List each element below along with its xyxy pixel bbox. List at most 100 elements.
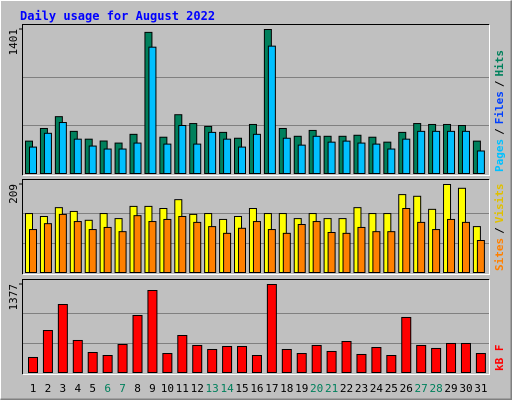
panel-bevel-dark bbox=[22, 179, 490, 275]
bar bbox=[297, 144, 306, 175]
bar bbox=[251, 355, 262, 374]
bar bbox=[162, 353, 173, 374]
bar bbox=[103, 148, 112, 175]
panel-bevel-dark bbox=[22, 279, 490, 375]
bar bbox=[432, 229, 441, 273]
legend-entry: Visits bbox=[493, 184, 506, 224]
bar bbox=[207, 348, 218, 374]
bar bbox=[432, 130, 441, 174]
bar bbox=[296, 353, 307, 374]
bar bbox=[266, 284, 277, 373]
bar bbox=[178, 216, 187, 273]
x-tick-label: 7 bbox=[119, 382, 126, 395]
x-tick-label: 11 bbox=[176, 382, 189, 395]
x-tick-label: 27 bbox=[415, 382, 428, 395]
x-tick-label: 5 bbox=[89, 382, 96, 395]
bar bbox=[43, 132, 52, 175]
bar bbox=[356, 353, 367, 373]
bar bbox=[311, 344, 322, 373]
x-tick-label: 30 bbox=[459, 382, 472, 395]
legend-separator: / bbox=[493, 80, 506, 87]
bar bbox=[312, 221, 321, 273]
bar bbox=[133, 142, 142, 175]
bar bbox=[87, 351, 98, 374]
panel-bevel-light bbox=[22, 24, 490, 176]
bar bbox=[223, 138, 232, 175]
bar bbox=[267, 45, 276, 174]
legend-entry: Pages bbox=[493, 139, 506, 172]
bar bbox=[401, 316, 412, 374]
bar bbox=[252, 221, 261, 273]
bar bbox=[177, 334, 188, 374]
bar bbox=[342, 140, 351, 174]
bar bbox=[163, 218, 172, 274]
bar bbox=[29, 229, 37, 273]
legend: Pages / Files / Hits bbox=[493, 50, 506, 172]
x-tick-label: 23 bbox=[355, 382, 368, 395]
x-tick-label: 21 bbox=[325, 382, 338, 395]
bar bbox=[118, 148, 127, 175]
bar bbox=[461, 130, 470, 174]
bar bbox=[118, 231, 127, 274]
panel-bevel-light bbox=[22, 179, 490, 275]
legend-entry: Sites bbox=[493, 238, 506, 271]
x-tick-label: 9 bbox=[149, 382, 156, 395]
bar bbox=[461, 221, 470, 273]
bar bbox=[447, 218, 456, 274]
bar bbox=[402, 138, 411, 175]
x-tick-label: 17 bbox=[265, 382, 278, 395]
bar bbox=[163, 143, 172, 174]
bar bbox=[88, 145, 97, 175]
bar bbox=[57, 304, 68, 373]
bar bbox=[252, 133, 261, 174]
bar bbox=[42, 330, 53, 373]
bar bbox=[222, 345, 233, 374]
legend: kB F bbox=[493, 345, 506, 372]
bar bbox=[103, 226, 112, 274]
bar bbox=[238, 146, 247, 174]
legend-separator: / bbox=[493, 128, 506, 135]
bar bbox=[387, 231, 396, 274]
bar bbox=[58, 122, 67, 174]
x-tick-label: 29 bbox=[444, 382, 457, 395]
bar bbox=[178, 125, 187, 174]
x-tick-label: 31 bbox=[474, 382, 487, 395]
bar bbox=[132, 314, 143, 373]
bar bbox=[476, 150, 485, 174]
x-tick-label: 14 bbox=[220, 382, 234, 395]
x-tick-label: 12 bbox=[191, 382, 204, 395]
x-tick-label: 25 bbox=[385, 382, 398, 395]
x-tick-label: 1 bbox=[30, 382, 37, 395]
bar bbox=[193, 221, 202, 273]
legend-entry: Files bbox=[493, 91, 506, 124]
bar bbox=[417, 130, 426, 174]
x-tick-label: 16 bbox=[250, 382, 263, 395]
bar bbox=[327, 141, 336, 175]
x-tick-label: 4 bbox=[74, 382, 81, 395]
y-tick-label: 1401 bbox=[7, 29, 20, 56]
bar bbox=[72, 339, 83, 374]
bar bbox=[192, 344, 203, 373]
bar bbox=[402, 208, 411, 273]
bar bbox=[43, 223, 52, 274]
bar bbox=[193, 143, 202, 174]
bar bbox=[88, 229, 97, 273]
x-tick-label: 24 bbox=[370, 382, 384, 395]
bar bbox=[386, 355, 397, 374]
bar bbox=[238, 227, 247, 273]
x-tick-label: 19 bbox=[295, 382, 308, 395]
bar bbox=[327, 232, 336, 273]
bar bbox=[341, 341, 352, 374]
bar bbox=[357, 142, 366, 175]
bar bbox=[357, 226, 366, 274]
panel-bevel-light bbox=[22, 279, 490, 375]
x-tick-label: 28 bbox=[429, 382, 442, 395]
bar bbox=[208, 131, 217, 174]
bar bbox=[372, 231, 381, 274]
x-tick-label: 26 bbox=[400, 382, 413, 395]
bar bbox=[460, 342, 471, 374]
bar bbox=[372, 143, 381, 174]
bar bbox=[267, 229, 276, 273]
legend-separator: / bbox=[493, 227, 506, 234]
